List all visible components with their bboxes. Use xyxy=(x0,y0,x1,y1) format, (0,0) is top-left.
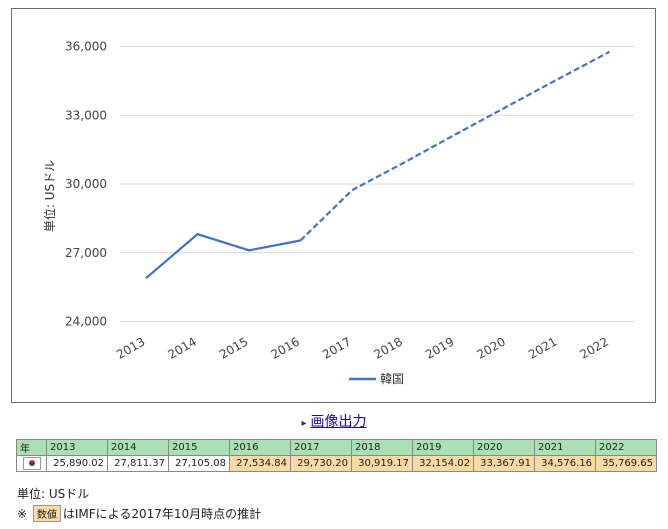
x-tick-label: 2018 xyxy=(372,334,405,361)
table-header-2022: 2022 xyxy=(595,439,657,456)
table-row: 25,890.02 27,811.37 27,105.08 27,534.84 29,7… xyxy=(16,455,657,472)
table-cell-2013: 25,890.02 xyxy=(46,455,108,472)
table-header-2019: 2019 xyxy=(412,439,474,456)
y-tick-label: 27,000 xyxy=(65,246,107,260)
table-header-row: 年 2013 2014 2015 2016 2017 2018 2019 2020 2021 20… xyxy=(16,439,657,456)
unit-note: 単位: USドル xyxy=(17,487,90,501)
y-tick-label: 36,000 xyxy=(65,40,107,54)
chart-frame: 24,000 27,000 30,000 33,000 36,000 2013 2014 2… xyxy=(11,8,656,403)
table-header-2015: 2015 xyxy=(168,439,230,456)
estimate-note-text: はIMFによる2017年10月時点の推計 xyxy=(62,507,262,521)
y-tick-label: 30,000 xyxy=(65,177,107,191)
export-image-link[interactable]: 画像出力 xyxy=(310,414,367,430)
y-tick-label: 33,000 xyxy=(65,108,107,122)
table-cell-2021: 34,576.16 xyxy=(534,455,596,472)
estimate-badge: 数値 xyxy=(32,505,61,522)
table-header-2014: 2014 xyxy=(107,439,169,456)
note-mark: ※ xyxy=(17,507,28,521)
y-axis-ticks: 24,000 27,000 30,000 33,000 36,000 xyxy=(65,40,107,329)
korea-flag-icon xyxy=(22,457,41,470)
x-tick-label: 2016 xyxy=(269,334,302,361)
x-tick-label: 2020 xyxy=(475,334,508,361)
legend-label: 韓国 xyxy=(380,372,404,386)
table-header-2016: 2016 xyxy=(229,439,291,456)
table-header-2021: 2021 xyxy=(534,439,596,456)
table-header-2020: 2020 xyxy=(473,439,535,456)
table-cell-2022: 35,769.65 xyxy=(595,455,657,472)
table-cell-2015: 27,105.08 xyxy=(168,455,230,472)
table-header-year: 年 xyxy=(16,439,47,456)
arrow-right-icon: ▸ xyxy=(301,418,307,429)
flag-cell xyxy=(16,455,47,472)
legend: 韓国 xyxy=(349,372,404,386)
table-cell-2019: 32,154.02 xyxy=(412,455,474,472)
table-header-2018: 2018 xyxy=(351,439,413,456)
x-tick-label: 2021 xyxy=(526,334,559,361)
gridlines xyxy=(120,46,634,322)
table-cell-2017: 29,730.20 xyxy=(290,455,352,472)
table-header-2013: 2013 xyxy=(46,439,108,456)
series-lines xyxy=(145,50,611,280)
x-tick-label: 2013 xyxy=(114,334,147,361)
series-line-estimated xyxy=(299,50,611,242)
x-axis-ticks: 2013 2014 2015 2016 2017 2018 2019 2020 2021 2022 xyxy=(114,334,611,361)
table-cell-2016: 27,534.84 xyxy=(229,455,291,472)
y-tick-label: 24,000 xyxy=(65,315,107,329)
x-tick-label: 2022 xyxy=(578,334,611,361)
table-header-2017: 2017 xyxy=(290,439,352,456)
export-image-link-row: ▸ 画像出力 xyxy=(0,411,668,431)
x-tick-label: 2015 xyxy=(217,334,250,361)
table-cell-2020: 33,367.91 xyxy=(473,455,535,472)
x-tick-label: 2019 xyxy=(423,334,456,361)
x-tick-label: 2014 xyxy=(166,334,199,361)
table-cell-2014: 27,811.37 xyxy=(107,455,169,472)
data-table: 年 2013 2014 2015 2016 2017 2018 2019 2020 2021 20… xyxy=(16,439,657,472)
table-cell-2018: 30,919.17 xyxy=(351,455,413,472)
y-axis-title: 単位: USドル xyxy=(42,160,57,232)
estimate-note: ※ 数値 はIMFによる2017年10月時点の推計 xyxy=(17,505,261,522)
series-line-actual xyxy=(145,232,301,280)
x-tick-label: 2017 xyxy=(320,334,353,361)
